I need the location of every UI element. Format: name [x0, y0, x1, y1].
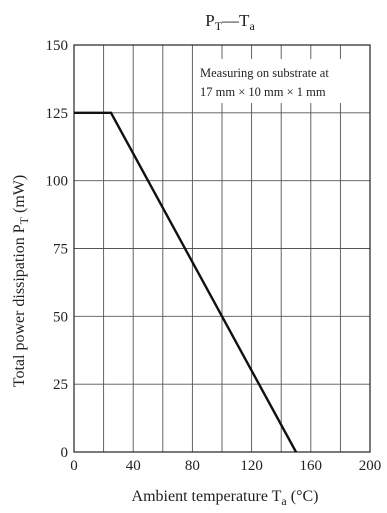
series-group: [74, 111, 298, 453]
y-tick-label: 150: [46, 38, 69, 54]
chart-title: PT—Ta: [205, 11, 255, 33]
y-tick-labels: 0 25 50 75 100 125 150: [46, 38, 69, 461]
plot-frame: [73, 44, 371, 453]
y-axis-label: Total power dissipation PT (mW): [11, 175, 31, 387]
x-axis-label-unit: (°C): [287, 488, 319, 505]
y-tick-label: 75: [53, 242, 68, 258]
y-tick-label: 100: [46, 174, 69, 190]
series-line: [74, 111, 298, 453]
x-tick-label: 80: [185, 458, 200, 474]
x-axis-label-sub: a: [281, 494, 287, 508]
title-symbol-t: T: [239, 11, 250, 30]
y-tick-label: 50: [53, 309, 68, 325]
title-symbol-p: P: [205, 11, 214, 30]
y-tick-label: 0: [61, 445, 69, 461]
x-tick-label: 0: [70, 458, 78, 474]
x-tick-labels: 0 40 80 120 160 200: [70, 458, 381, 474]
y-axis-label-text: Total power dissipation P: [11, 224, 28, 387]
y-tick-label: 25: [53, 377, 68, 393]
x-axis-label: Ambient temperature Ta (°C): [132, 488, 319, 508]
annotation: Measuring on substrate at 17 mm × 10 mm ×…: [200, 66, 329, 99]
annotation-box: [194, 59, 368, 103]
x-tick-label: 120: [240, 458, 263, 474]
annotation-line: 17 mm × 10 mm × 1 mm: [200, 85, 326, 99]
y-axis-label-sub: T: [17, 216, 31, 224]
x-tick-label: 200: [359, 458, 382, 474]
title-separator: —: [221, 11, 240, 30]
title-subscript-t: T: [215, 19, 223, 33]
y-axis-label-unit: (mW): [11, 175, 28, 217]
title-subscript-a: a: [249, 19, 255, 33]
annotation-line: Measuring on substrate at: [200, 66, 329, 80]
x-axis-label-text: Ambient temperature T: [132, 488, 282, 505]
y-tick-label: 125: [46, 106, 69, 122]
x-tick-label: 40: [126, 458, 141, 474]
x-tick-label: 160: [300, 458, 323, 474]
